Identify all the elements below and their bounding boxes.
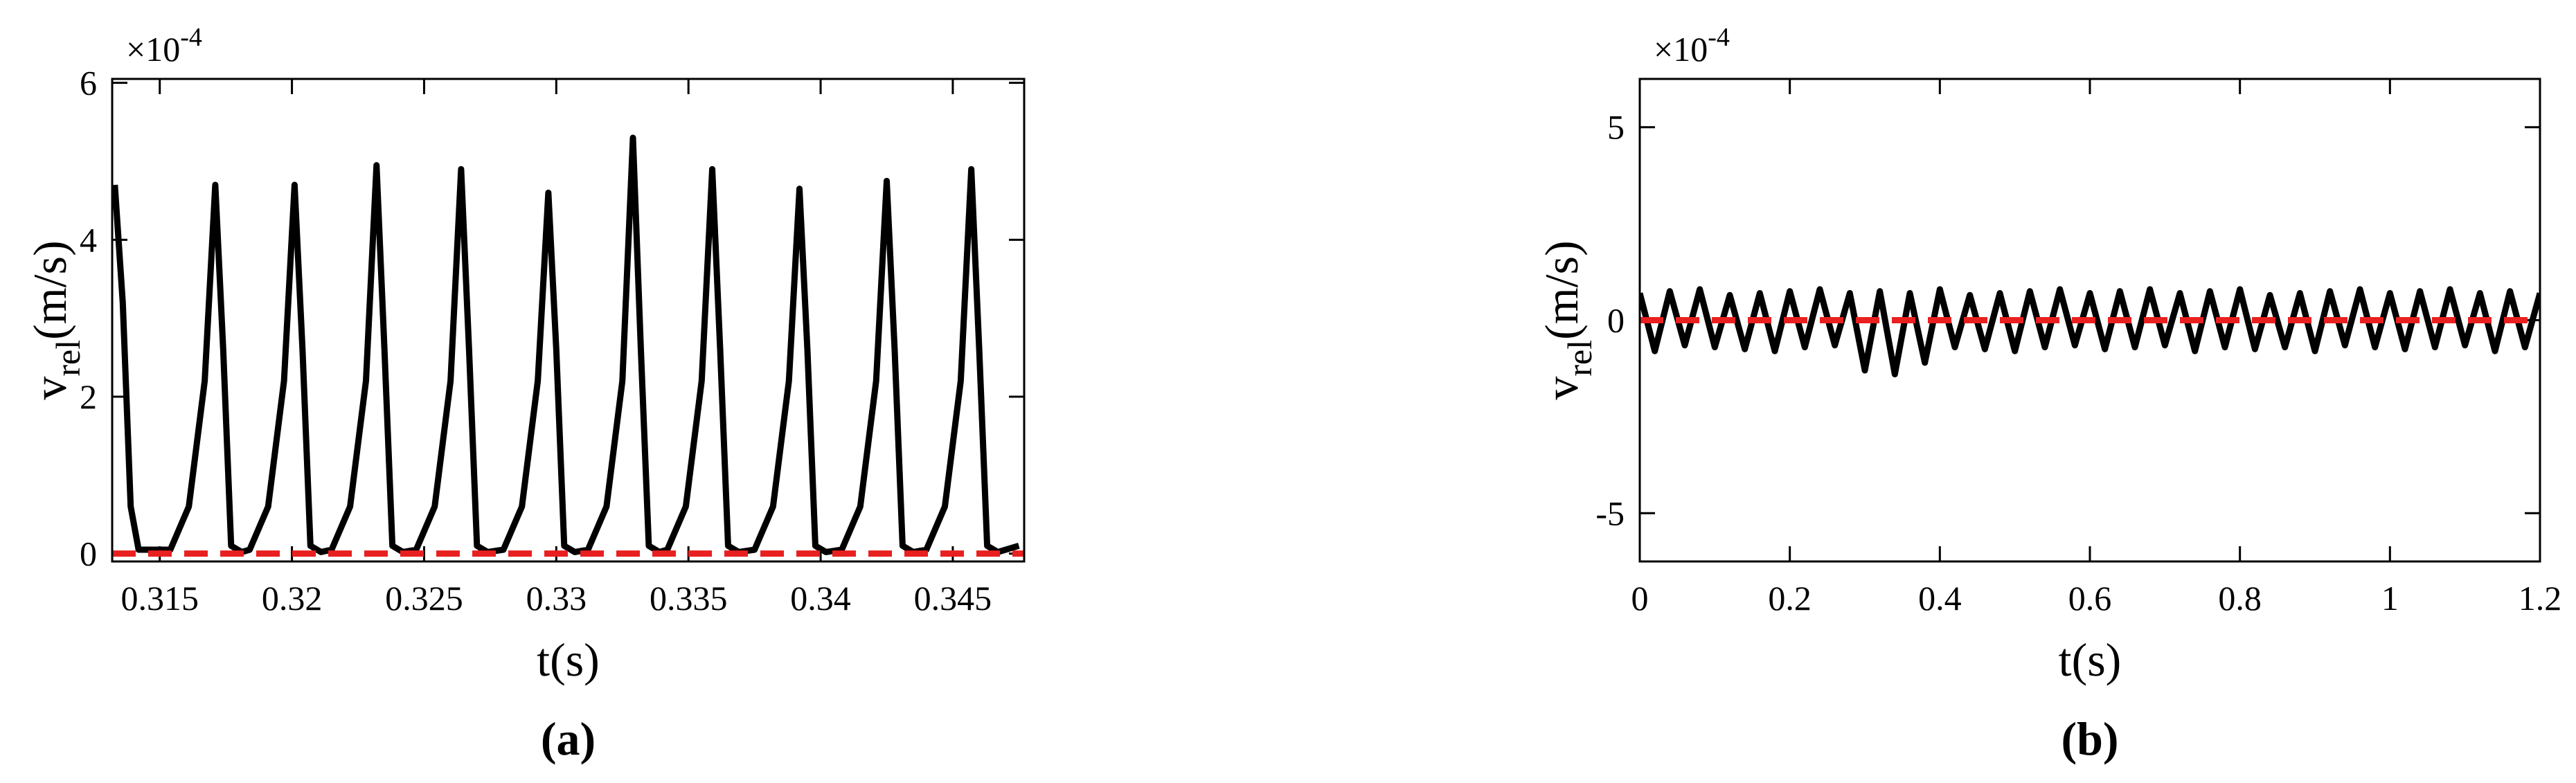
multiplier-exponent: -4 [1708, 23, 1730, 52]
panel-label: (b) [2061, 712, 2118, 765]
axes-box [1638, 78, 2541, 563]
y-label-unit: (m/s) [1535, 240, 1588, 340]
y-tick-label: 2 [80, 377, 97, 416]
data-line [1640, 286, 2540, 378]
y-tick-label: -5 [1595, 494, 1625, 532]
x-axis-label: t(s) [537, 633, 600, 686]
y-tick-label: 4 [80, 220, 97, 259]
x-tick-label: 0.8 [2218, 579, 2262, 618]
x-tick-label: 0.2 [1768, 579, 1812, 618]
multiplier-base: ×10 [126, 30, 180, 69]
chart-panel: 0 0.2 0.4 0.6 0.8 1 1.2-505×10-4t(s)vrel(m/s)(… [1535, 23, 2561, 765]
x-axis-label: t(s) [2059, 633, 2122, 686]
y-label-subscript: rel [1560, 340, 1599, 377]
y-axis-label: vrel(m/s) [1535, 240, 1599, 399]
multiplier-base: ×10 [1654, 30, 1708, 69]
y-tick-label: 5 [1607, 108, 1625, 147]
x-tick-label: 1 [2381, 579, 2399, 618]
data-line [112, 134, 1020, 555]
x-tick-label: 0.325 [385, 579, 463, 618]
x-tick-label: 0.33 [526, 579, 587, 618]
y-label-unit: (m/s) [24, 240, 76, 340]
x-tick-label: 0.6 [2068, 579, 2112, 618]
x-tick-label: 0.4 [1918, 579, 1962, 618]
x-tick-label: 0.34 [790, 579, 851, 618]
y-tick-label: 6 [80, 64, 97, 102]
x-tick-label: 0.315 [120, 579, 199, 618]
x-tick-label: 0 [1631, 579, 1649, 618]
chart-panel: 0.315 0.32 0.325 0.33 0.335 0.34 0.345 0 2 4 6 ×10-… [24, 23, 1026, 765]
y-label-symbol: v [24, 377, 76, 400]
panel-label: (a) [541, 712, 596, 765]
axis-multiplier: ×10-4 [126, 23, 202, 69]
y-tick-label: 0 [1607, 301, 1625, 340]
y-label-symbol: v [1535, 377, 1588, 400]
plot-area [112, 79, 1024, 561]
y-axis-label: vrel(m/s) [24, 240, 87, 399]
multiplier-exponent: -4 [180, 23, 202, 52]
x-tick-label: 0.32 [262, 579, 323, 618]
x-tick-label: 1.2 [2519, 579, 2562, 618]
axes-box [111, 78, 1026, 563]
x-tick-label: 0.345 [914, 579, 992, 618]
y-tick-label: 0 [80, 534, 97, 573]
axis-multiplier: ×10-4 [1654, 23, 1730, 69]
y-label-subscript: rel [48, 340, 87, 377]
x-tick-label: 0.335 [650, 579, 728, 618]
